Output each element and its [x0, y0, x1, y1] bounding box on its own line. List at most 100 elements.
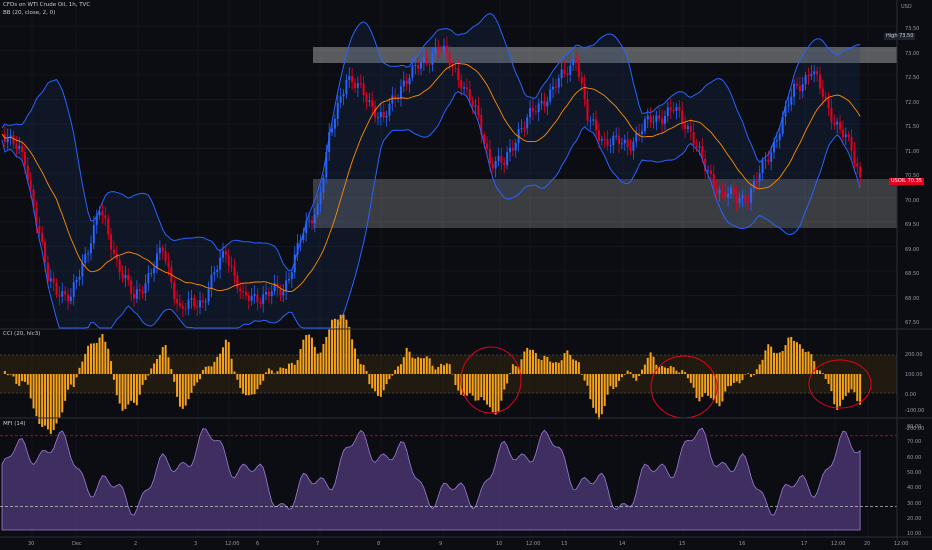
price-tick: 70.50: [905, 173, 920, 179]
candle-body: [193, 298, 196, 307]
price-tick: 70.00: [905, 197, 920, 204]
price-tick: 71.50: [905, 124, 920, 130]
cci-bar: [506, 374, 509, 384]
cci-bar: [652, 356, 655, 374]
candle-body: [460, 79, 463, 89]
mfi-tick: 10.00: [907, 531, 922, 538]
cci-bar: [319, 352, 322, 374]
cci-bar: [201, 370, 204, 374]
time-tick: 20: [864, 541, 871, 547]
cci-bar: [615, 374, 618, 388]
cci-bar: [368, 374, 371, 385]
cci-bar: [816, 369, 819, 374]
candle-body: [41, 233, 44, 242]
candle-body: [784, 105, 787, 117]
cci-bar: [84, 353, 87, 374]
candle-body: [626, 139, 629, 147]
cci-bar: [276, 371, 279, 374]
price-tick: 73.00: [905, 50, 920, 57]
candle-body: [738, 198, 741, 204]
candle-body: [49, 278, 52, 282]
cci-bar: [376, 374, 379, 396]
candle-body: [827, 97, 830, 109]
candle-body: [181, 305, 184, 309]
candle-body: [606, 139, 609, 146]
cci-bar: [394, 369, 397, 374]
cci-bar: [566, 350, 569, 374]
candle-body: [451, 64, 454, 68]
candle-body: [554, 86, 557, 88]
price-candles: [3, 36, 862, 318]
cci-bar: [147, 374, 150, 376]
cci-bar: [552, 362, 555, 374]
cci-bar: [486, 374, 489, 405]
candle-body: [709, 170, 712, 175]
cci-bar: [732, 374, 735, 384]
candle-body: [382, 111, 385, 118]
candle-body: [365, 95, 368, 102]
candle-body: [147, 273, 150, 284]
candle-body: [184, 308, 187, 310]
cci-bar: [313, 346, 316, 374]
candle-body: [623, 139, 626, 144]
cci-bar: [853, 374, 856, 393]
candle-body: [210, 274, 213, 289]
candle-body: [422, 57, 425, 63]
cci-bar: [333, 318, 336, 374]
candle-body: [486, 143, 489, 149]
cci-bar: [520, 359, 523, 374]
candle-body: [609, 144, 612, 146]
cci-bar: [164, 344, 167, 374]
candle-body: [391, 95, 394, 104]
candle-body: [425, 57, 428, 64]
candle-body: [224, 251, 227, 255]
candle-body: [38, 226, 41, 234]
cci-tick: 0.00: [905, 392, 917, 398]
cci-bar: [72, 374, 75, 388]
candle-body: [764, 159, 767, 161]
cci-bar: [790, 336, 793, 374]
candle-body: [213, 272, 216, 275]
cci-bar: [448, 364, 451, 374]
candle-body: [488, 148, 491, 164]
candle-body: [520, 128, 523, 130]
cci-bar: [104, 341, 107, 374]
divergence-circle: [808, 359, 872, 409]
cci-bar: [196, 374, 199, 383]
candle-body: [153, 267, 156, 274]
cci-bar: [21, 374, 24, 382]
candle-body: [707, 170, 710, 172]
cci-bar: [420, 358, 423, 374]
cci-bar: [563, 353, 566, 374]
candle-body: [23, 151, 26, 166]
candle-body: [686, 126, 689, 130]
candle-body: [336, 102, 339, 119]
candle-body: [698, 146, 701, 148]
candle-body: [339, 96, 342, 103]
candle-body: [230, 265, 233, 267]
cci-bar: [463, 374, 466, 396]
cci-bar: [58, 374, 61, 419]
cci-bar: [836, 374, 839, 410]
time-tick: 13: [561, 541, 568, 547]
cci-bar: [704, 374, 707, 394]
candle-body: [778, 133, 781, 141]
cci-bar: [158, 354, 161, 374]
candle-body: [491, 163, 494, 169]
candle-body: [523, 128, 526, 130]
candle-body: [575, 59, 577, 63]
candle-body: [724, 191, 727, 198]
cci-bar: [580, 374, 583, 375]
candle-body: [402, 80, 405, 87]
candle-body: [207, 288, 210, 302]
candle-body: [9, 135, 12, 138]
time-tick: 7: [316, 541, 320, 547]
cci-bar: [267, 368, 270, 374]
cci-bar: [764, 350, 767, 374]
cci-bar: [618, 374, 621, 381]
candle-body: [437, 47, 440, 49]
candle-body: [641, 131, 644, 135]
cci-bar: [190, 374, 193, 393]
cci-bar: [112, 374, 115, 380]
